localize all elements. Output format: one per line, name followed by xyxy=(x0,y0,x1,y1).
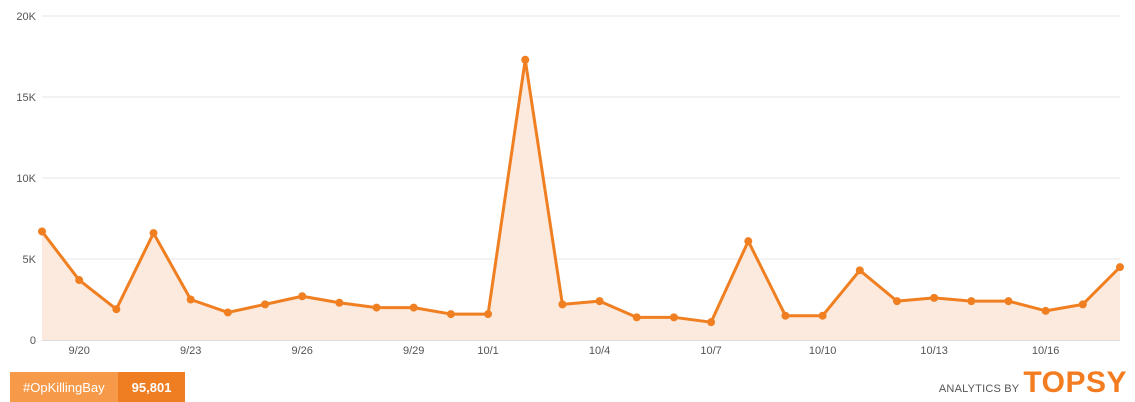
data-point[interactable] xyxy=(112,305,121,314)
data-point[interactable] xyxy=(818,311,827,320)
y-tick-label: 0 xyxy=(30,335,36,347)
data-point[interactable] xyxy=(707,318,716,327)
data-points xyxy=(38,55,1124,327)
data-point[interactable] xyxy=(409,303,418,312)
data-point[interactable] xyxy=(1004,297,1013,306)
data-point[interactable] xyxy=(558,300,567,309)
hashtag-badge[interactable]: #OpKillingBay 95,801 xyxy=(10,372,186,402)
y-tick-label: 5K xyxy=(23,254,37,266)
x-tick-label: 9/26 xyxy=(291,345,312,357)
x-tick-label: 9/29 xyxy=(403,345,424,357)
x-axis-tick-labels: 9/20 9/23 9/26 9/29 10/1 10/4 10/7 10/10 10/13 10… xyxy=(68,345,1059,357)
data-point[interactable] xyxy=(1078,300,1087,309)
data-point[interactable] xyxy=(632,313,641,322)
data-point[interactable] xyxy=(744,237,753,246)
y-axis-tick-labels: 0 5K 10K 15K 20K xyxy=(16,11,36,347)
x-tick-label: 9/20 xyxy=(68,345,89,357)
y-tick-label: 10K xyxy=(16,173,36,185)
data-point[interactable] xyxy=(298,292,307,301)
data-point[interactable] xyxy=(186,295,195,304)
data-point[interactable] xyxy=(595,297,604,306)
data-point[interactable] xyxy=(892,297,901,306)
data-point[interactable] xyxy=(75,276,84,285)
x-tick-label: 10/13 xyxy=(920,345,948,357)
data-point[interactable] xyxy=(930,293,939,302)
x-tick-label: 10/7 xyxy=(700,345,721,357)
data-point[interactable] xyxy=(1041,306,1050,315)
data-point[interactable] xyxy=(149,229,158,238)
data-point[interactable] xyxy=(669,313,678,322)
tweet-volume-chart: 0 5K 10K 15K 20K 9/20 9/23 9/26 9/29 10/1 10/4 10/… xyxy=(16,11,1124,357)
x-tick-label: 10/1 xyxy=(477,345,498,357)
data-point[interactable] xyxy=(781,311,790,320)
brand-prefix: ANALYTICS BY xyxy=(938,383,1020,395)
tweet-count: 95,801 xyxy=(117,372,186,402)
data-point[interactable] xyxy=(967,297,976,306)
grid-lines xyxy=(42,15,1120,341)
y-tick-label: 15K xyxy=(16,92,36,104)
area-fill-layer xyxy=(42,59,1120,341)
data-point[interactable] xyxy=(855,266,864,275)
data-point[interactable] xyxy=(38,227,46,236)
x-tick-label: 10/16 xyxy=(1032,345,1060,357)
series-line-layer xyxy=(40,58,1122,324)
x-tick-label: 10/4 xyxy=(589,345,610,357)
data-point[interactable] xyxy=(372,303,381,312)
data-point[interactable] xyxy=(223,308,232,317)
data-point[interactable] xyxy=(335,298,344,307)
x-tick-label: 9/23 xyxy=(180,345,201,357)
data-point[interactable] xyxy=(521,55,530,64)
hashtag-label: #OpKillingBay xyxy=(10,372,118,402)
data-point[interactable] xyxy=(261,300,270,309)
series-area xyxy=(42,59,1120,341)
y-tick-label: 20K xyxy=(16,11,36,23)
data-point[interactable] xyxy=(484,310,493,319)
brand-name: TOPSY xyxy=(1023,366,1127,399)
topsy-logo[interactable]: ANALYTICS BY TOPSY xyxy=(939,366,1127,400)
series-line xyxy=(40,58,1122,324)
x-tick-label: 10/10 xyxy=(809,345,837,357)
data-point[interactable] xyxy=(446,310,455,319)
data-point[interactable] xyxy=(1116,263,1124,272)
